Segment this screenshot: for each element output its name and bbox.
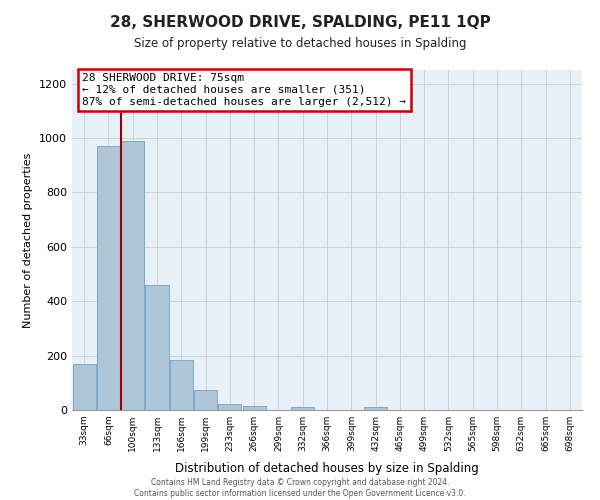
Bar xyxy=(73,364,95,410)
X-axis label: Distribution of detached houses by size in Spalding: Distribution of detached houses by size … xyxy=(175,462,479,475)
Bar xyxy=(218,404,241,410)
Bar xyxy=(145,285,169,410)
Bar xyxy=(291,406,314,410)
Bar xyxy=(97,146,120,410)
Y-axis label: Number of detached properties: Number of detached properties xyxy=(23,152,34,328)
Text: 28 SHERWOOD DRIVE: 75sqm
← 12% of detached houses are smaller (351)
87% of semi-: 28 SHERWOOD DRIVE: 75sqm ← 12% of detach… xyxy=(82,74,406,106)
Bar xyxy=(194,390,217,410)
Bar xyxy=(242,406,266,410)
Bar xyxy=(121,140,144,410)
Text: Size of property relative to detached houses in Spalding: Size of property relative to detached ho… xyxy=(134,38,466,51)
Text: Contains HM Land Registry data © Crown copyright and database right 2024.
Contai: Contains HM Land Registry data © Crown c… xyxy=(134,478,466,498)
Bar xyxy=(170,360,193,410)
Text: 28, SHERWOOD DRIVE, SPALDING, PE11 1QP: 28, SHERWOOD DRIVE, SPALDING, PE11 1QP xyxy=(110,15,490,30)
Bar xyxy=(364,406,387,410)
